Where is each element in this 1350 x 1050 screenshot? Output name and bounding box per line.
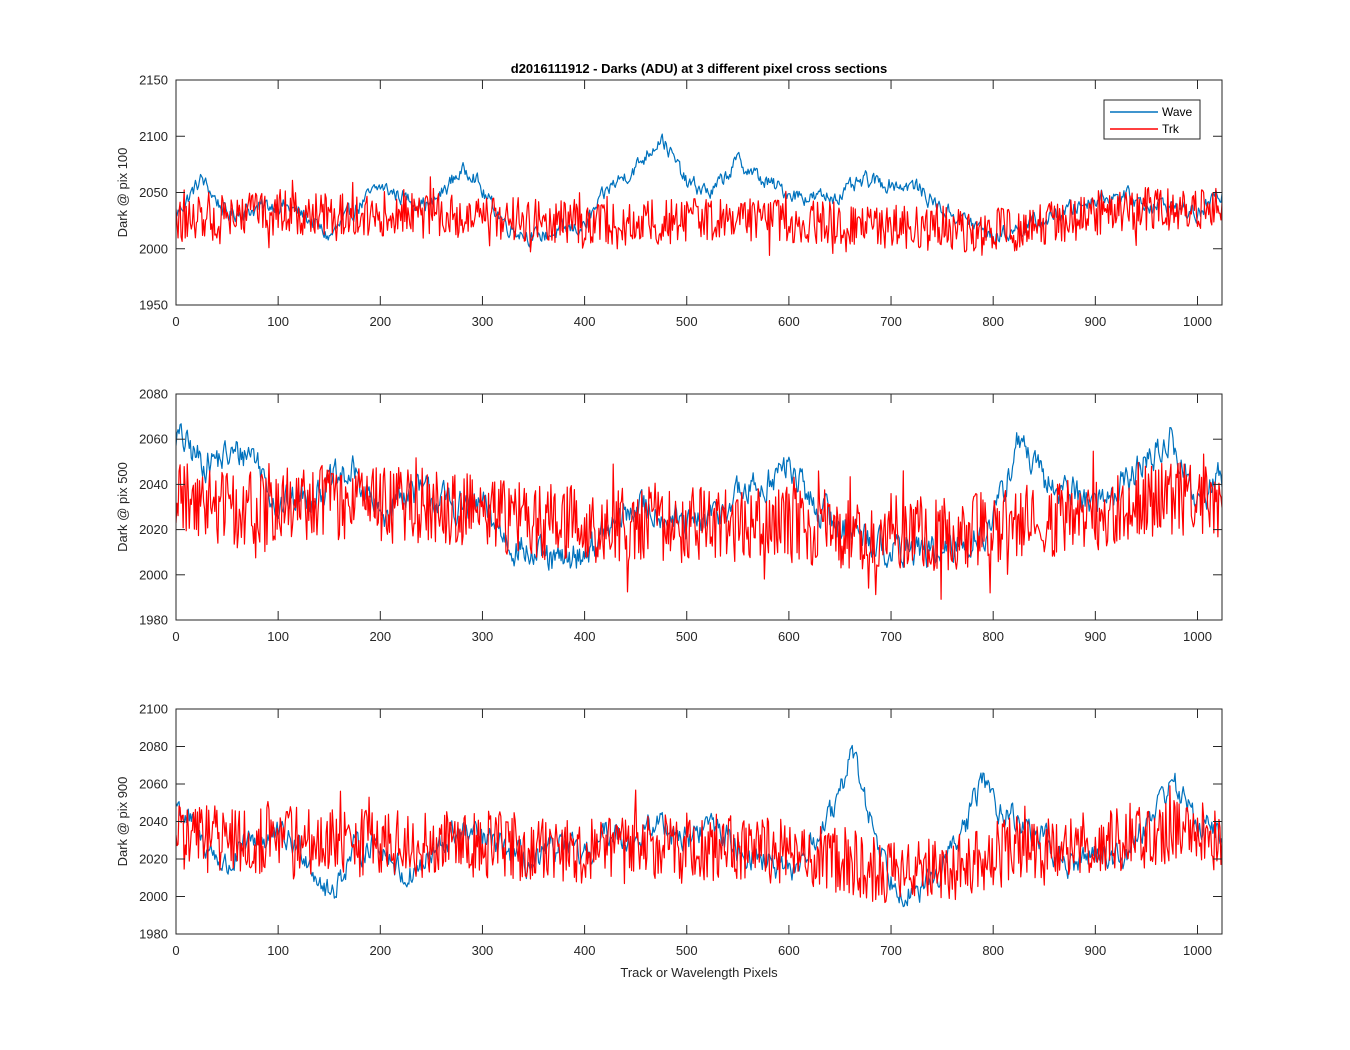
y-tick-label: 2020: [139, 852, 168, 867]
subplot-pix-900: 0 100 200 300 400 500 600 700 800 900 1000 1980 2000…: [115, 702, 1223, 958]
x-tick-label: 300: [472, 629, 494, 644]
figure-title: d2016111912 - Darks (ADU) at 3 different…: [511, 61, 887, 76]
x-tick-label: 0: [172, 314, 179, 329]
y-tick-label: 1980: [139, 927, 168, 942]
x-tick-label: 900: [1084, 943, 1106, 958]
y-tick-label: 2050: [139, 185, 168, 200]
x-tick-label: 100: [267, 629, 289, 644]
y-tick-label: 2000: [139, 241, 168, 256]
series-group: [176, 423, 1222, 600]
y-tick-label: 2080: [139, 387, 168, 402]
plot-area: [176, 394, 1222, 620]
y-tick-label: 2000: [139, 567, 168, 582]
y-tick-label: 2040: [139, 814, 168, 829]
series-line-trk: [176, 785, 1222, 904]
y-tick-label: 2040: [139, 477, 168, 492]
plot-area: [176, 80, 1222, 305]
legend-box: [1103, 99, 1201, 140]
series-group: [176, 133, 1222, 256]
x-tick-label: 400: [574, 314, 596, 329]
x-axis-label: Track or Wavelength Pixels: [620, 965, 778, 980]
x-tick-label: 500: [676, 314, 698, 329]
x-tick-label: 500: [676, 629, 698, 644]
series-line-trk: [176, 176, 1222, 256]
y-tick-label: 2100: [139, 129, 168, 144]
x-tick-label: 1000: [1183, 629, 1212, 644]
x-tick-label: 0: [172, 629, 179, 644]
x-tick-label: 100: [267, 943, 289, 958]
x-tick-label: 400: [574, 943, 596, 958]
y-axis-label: Dark @ pix 900: [115, 777, 130, 867]
series-group: [176, 744, 1222, 908]
y-tick-label: 1980: [139, 613, 168, 628]
x-tick-label: 800: [982, 314, 1004, 329]
x-tick-label: 300: [472, 943, 494, 958]
axes-box: [175, 393, 1223, 621]
y-tick-label: 2100: [139, 702, 168, 717]
x-tick-label: 300: [472, 314, 494, 329]
y-tick-label: 2150: [139, 73, 168, 88]
x-tick-label: 800: [982, 943, 1004, 958]
x-tick-label: 700: [880, 629, 902, 644]
subplot-pix-100: 0 100 200 300 400 500 600 700 800 900 1000 1950 2000…: [115, 73, 1223, 329]
x-tick-label: 600: [778, 943, 800, 958]
y-tick-label: 2060: [139, 777, 168, 792]
y-tick-label: 1950: [139, 298, 168, 313]
x-tick-label: 800: [982, 629, 1004, 644]
x-tick-label: 1000: [1183, 943, 1212, 958]
x-tick-label: 1000: [1183, 314, 1212, 329]
y-tick-label: 2060: [139, 432, 168, 447]
x-tick-label: 600: [778, 314, 800, 329]
y-tick-label: 2020: [139, 522, 168, 537]
x-tick-label: 900: [1084, 629, 1106, 644]
x-tick-label: 700: [880, 314, 902, 329]
plot-area: [176, 709, 1222, 934]
x-tick-label: 200: [369, 629, 391, 644]
y-axis-label: Dark @ pix 100: [115, 148, 130, 238]
subplot-pix-500: 0 100 200 300 400 500 600 700 800 900 1000 1980 2000…: [115, 387, 1223, 644]
legend-label-wave: Wave: [1162, 105, 1193, 119]
x-tick-label: 700: [880, 943, 902, 958]
x-tick-label: 200: [369, 943, 391, 958]
y-tick-label: 2080: [139, 739, 168, 754]
x-tick-label: 0: [172, 943, 179, 958]
legend: Wave Trk: [1103, 99, 1201, 140]
x-tick-label: 600: [778, 629, 800, 644]
legend-label-trk: Trk: [1162, 122, 1180, 136]
x-tick-label: 900: [1084, 314, 1106, 329]
y-axis-label: Dark @ pix 500: [115, 462, 130, 552]
x-tick-label: 400: [574, 629, 596, 644]
x-tick-label: 100: [267, 314, 289, 329]
series-line-trk: [176, 450, 1222, 600]
x-tick-label: 200: [369, 314, 391, 329]
x-tick-label: 500: [676, 943, 698, 958]
y-tick-label: 2000: [139, 889, 168, 904]
